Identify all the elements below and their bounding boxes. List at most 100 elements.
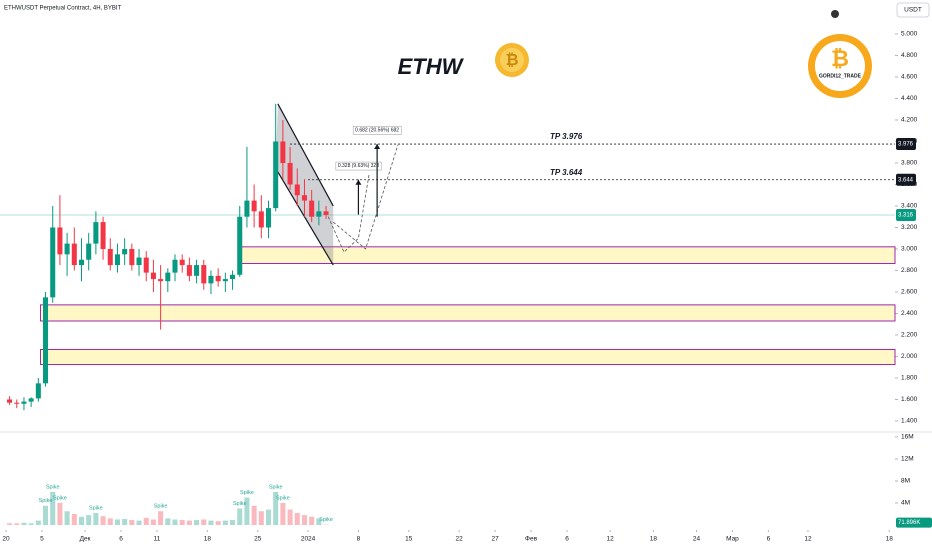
x-tick-label: 5 — [40, 536, 44, 543]
x-tick-label: 25 — [254, 536, 262, 543]
candle-body — [50, 227, 56, 298]
candle-body — [258, 211, 264, 228]
candle-body — [172, 259, 178, 273]
currency: USDT — [904, 7, 922, 14]
candle-body — [136, 257, 142, 266]
spike-label: Spike — [46, 484, 60, 490]
volume-bar — [114, 519, 120, 525]
x-tick-label: Фев — [525, 536, 538, 543]
candle-body — [179, 259, 185, 266]
logo: ₿ GORDI12_TRADE — [808, 10, 872, 98]
logo-text: GORDI12_TRADE — [819, 73, 862, 79]
support-zone — [39, 304, 896, 322]
volume-bar — [50, 491, 56, 525]
volume-bar — [316, 518, 322, 525]
y-tick-label: 4.800 — [901, 52, 918, 59]
volume-bar — [150, 519, 156, 525]
candle-body — [215, 275, 221, 282]
candle-body — [316, 211, 322, 217]
candle-body — [57, 227, 63, 255]
y-tick-label: 1.400 — [901, 418, 918, 425]
candle-body — [129, 248, 135, 266]
spike-label: Spike — [53, 495, 67, 501]
candle-body — [237, 216, 243, 275]
candle-body — [150, 272, 156, 280]
symbol-header: ETHWUSDT Perpetual Contract, 4H, BYBIT — [4, 6, 122, 12]
volume-bar — [136, 520, 142, 525]
projection-path — [332, 144, 399, 250]
x-tick-label: 6 — [119, 536, 123, 543]
spike-label: Spike — [319, 517, 333, 523]
y-tick-label: 2.200 — [901, 332, 918, 339]
volume-bar — [309, 516, 315, 525]
volume-bar — [100, 516, 106, 525]
arrow-head — [374, 144, 381, 150]
candle-body — [194, 265, 200, 276]
candle-body — [201, 265, 207, 284]
candle-body — [78, 259, 85, 266]
target-tag-label: 3.976 — [898, 142, 914, 148]
spike-label: Spike — [276, 495, 290, 501]
volume-bar — [64, 511, 70, 525]
last-price-label: 3.316 — [898, 213, 914, 219]
volume-bar — [14, 523, 20, 525]
x-tick-label: 8 — [357, 536, 361, 543]
candle-body — [251, 200, 257, 212]
target-tag — [896, 138, 916, 151]
candle-body — [158, 279, 164, 282]
candle-body — [294, 184, 300, 196]
volume-bar — [222, 520, 228, 525]
x-tick-label: 18 — [204, 536, 212, 543]
y-tick-label: 3.400 — [901, 203, 918, 210]
coin-symbol: ₿ — [505, 51, 518, 69]
y-tick-label: 3.200 — [901, 224, 918, 231]
candle-body — [14, 402, 20, 404]
x-tick-label: 27 — [491, 536, 499, 543]
y-tick-label: 1.800 — [901, 375, 918, 382]
coin-icon: ₿ — [495, 43, 529, 77]
candle-body — [222, 279, 228, 282]
candle-body — [165, 272, 171, 282]
volume-bar — [301, 515, 307, 525]
candle-body — [114, 254, 120, 266]
volume-bar — [86, 515, 92, 525]
spike-label: Spike — [89, 505, 103, 511]
candle-body — [280, 141, 286, 163]
target-label: TP 3.644 — [550, 168, 583, 177]
candle-body — [64, 243, 70, 255]
volume-bar — [93, 512, 99, 525]
chart-title: ETHW — [398, 54, 465, 79]
x-tick-label: 18 — [886, 536, 894, 543]
candle-body — [143, 257, 149, 273]
candle-body — [244, 200, 250, 217]
volume-bar — [251, 505, 257, 525]
channel-line — [277, 103, 334, 207]
support-zone — [39, 348, 896, 366]
logo-inner — [815, 41, 865, 91]
candle-body — [100, 222, 106, 249]
candle-body — [7, 399, 13, 403]
candle-body — [35, 383, 41, 399]
x-tick-label: 18 — [650, 536, 658, 543]
logo-symbol: ₿ — [831, 46, 849, 71]
logo-figure — [831, 10, 839, 18]
candle-body — [186, 265, 192, 276]
volume-tick-label: 16M — [901, 434, 914, 441]
y-tick-label: 2.000 — [901, 353, 918, 360]
target-label: TP 3.976 — [550, 132, 583, 141]
volume-bar — [265, 509, 272, 525]
y-tick-label: 1.600 — [901, 396, 918, 403]
y-tick-label: 2.600 — [901, 289, 918, 296]
volume-bar — [280, 502, 286, 525]
x-tick-label: 12 — [607, 536, 615, 543]
y-tick-label: 4.200 — [901, 117, 918, 124]
y-tick-label: 5.000 — [901, 31, 918, 38]
candle-body — [265, 208, 272, 228]
volume-bar — [208, 520, 214, 525]
volume-bar — [57, 502, 63, 525]
y-tick-label: 4.400 — [901, 95, 918, 102]
volume-bar — [244, 497, 250, 525]
candle-body — [93, 222, 99, 244]
